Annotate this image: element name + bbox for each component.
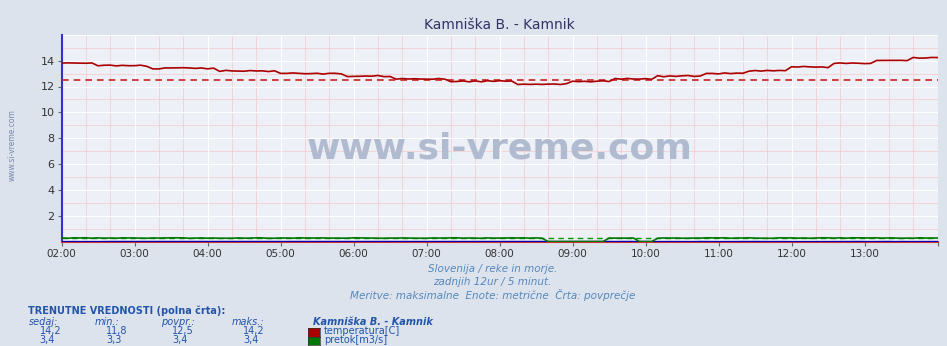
Text: 3,4: 3,4 (40, 335, 55, 345)
Text: Meritve: maksimalne  Enote: metrične  Črta: povprečje: Meritve: maksimalne Enote: metrične Črta… (349, 289, 635, 301)
Text: 12,5: 12,5 (172, 326, 194, 336)
Text: TRENUTNE VREDNOSTI (polna črta):: TRENUTNE VREDNOSTI (polna črta): (28, 306, 225, 316)
Text: pretok[m3/s]: pretok[m3/s] (324, 335, 387, 345)
Text: maks.:: maks.: (232, 317, 264, 327)
Text: sedaj:: sedaj: (28, 317, 58, 327)
Text: min.:: min.: (95, 317, 119, 327)
Text: 3,3: 3,3 (106, 335, 121, 345)
Title: Kamniška B. - Kamnik: Kamniška B. - Kamnik (424, 18, 575, 32)
Text: www.si-vreme.com: www.si-vreme.com (307, 132, 692, 166)
Text: 11,8: 11,8 (106, 326, 128, 336)
Text: Slovenija / reke in morje.: Slovenija / reke in morje. (428, 264, 557, 274)
Text: Kamniška B. - Kamnik: Kamniška B. - Kamnik (313, 317, 433, 327)
Text: zadnjih 12ur / 5 minut.: zadnjih 12ur / 5 minut. (434, 277, 551, 288)
Text: temperatura[C]: temperatura[C] (324, 326, 401, 336)
Text: povpr.:: povpr.: (161, 317, 195, 327)
Text: 14,2: 14,2 (40, 326, 62, 336)
Text: www.si-vreme.com: www.si-vreme.com (8, 109, 17, 181)
Text: 3,4: 3,4 (243, 335, 259, 345)
Text: 3,4: 3,4 (172, 335, 188, 345)
Text: 14,2: 14,2 (243, 326, 265, 336)
